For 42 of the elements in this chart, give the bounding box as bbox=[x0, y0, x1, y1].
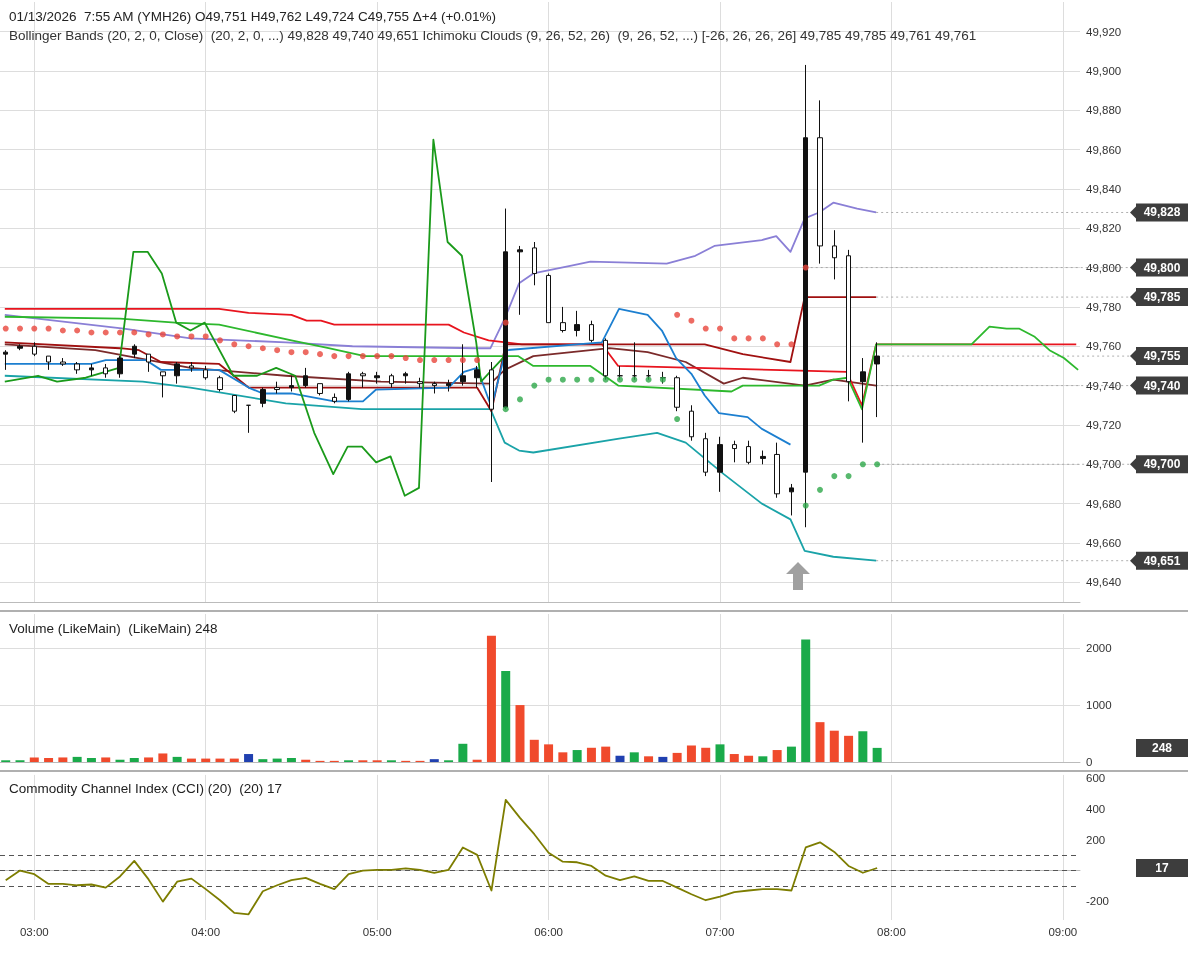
text: 01/13/2026 7:55 AM (YMH26) O49,751 H49,762 L49,724 C49,755 Δ+4 (+0.01%) bbox=[9, 8, 497, 24]
y-tick-label: 49,660 bbox=[1086, 536, 1122, 549]
x-tick-label: 06:00 bbox=[534, 926, 563, 938]
text: Volume (LikeMain) (LikeMain) 248 bbox=[9, 620, 218, 636]
y-tick-label: 600 bbox=[1086, 772, 1106, 784]
y-tick-label: 1000 bbox=[1086, 699, 1112, 712]
x-tick-label: 03:00 bbox=[19, 926, 49, 938]
y-tick-label: 49,920 bbox=[1086, 25, 1122, 38]
x-tick-label: 05:00 bbox=[362, 926, 392, 938]
y-tick-label: 49,640 bbox=[1086, 576, 1122, 589]
annotation: 49,785 bbox=[1143, 290, 1181, 305]
y-tick-label: -200 bbox=[1086, 895, 1110, 908]
annotation: 49,651 bbox=[1143, 553, 1181, 568]
annotation: 49,755 bbox=[1143, 349, 1181, 364]
y-tick-label: 49,880 bbox=[1086, 104, 1122, 117]
x-tick-label: 04:00 bbox=[191, 926, 221, 938]
text: Bollinger Bands (20, 2, 0, Close) (20, 2, 0, ...) 49,828 49,740 49,651 Ichimoku Clouds (9, 26, 52, 26) (9, 26, 52, ...) [-26, 26, 26, 26] 49,785 49,785 49,761 49,761 bbox=[9, 27, 977, 43]
x-tick-label: 07:00 bbox=[705, 926, 735, 938]
y-tick-label: 49,740 bbox=[1086, 379, 1122, 392]
annotation: 49,828 bbox=[1143, 205, 1181, 220]
y-tick-label: 49,760 bbox=[1086, 340, 1122, 353]
y-tick-label: 49,780 bbox=[1086, 300, 1122, 313]
y-tick-label: 49,840 bbox=[1086, 182, 1122, 195]
y-tick-label: 49,720 bbox=[1086, 418, 1122, 431]
text: 248 bbox=[1151, 740, 1173, 755]
x-tick-label: 09:00 bbox=[1048, 926, 1078, 938]
chart-title: Commodity Channel Index (CCI) (20) (20) 17 bbox=[9, 780, 283, 796]
y-tick-label: 0 bbox=[1086, 756, 1093, 768]
y-tick-label: 200 bbox=[1086, 833, 1106, 846]
y-tick-label: 400 bbox=[1086, 802, 1106, 815]
x-tick-label: 08:00 bbox=[877, 926, 906, 938]
y-tick-label: 49,700 bbox=[1086, 458, 1122, 471]
annotation: 49,740 bbox=[1143, 378, 1181, 393]
y-tick-label: 49,900 bbox=[1086, 64, 1122, 77]
y-tick-label: 2000 bbox=[1086, 642, 1112, 655]
y-tick-label: 49,860 bbox=[1086, 143, 1122, 156]
annotation: 49,800 bbox=[1143, 260, 1181, 275]
y-tick-label: 49,820 bbox=[1086, 222, 1122, 235]
y-tick-label: 49,680 bbox=[1086, 497, 1122, 510]
text: 17 bbox=[1155, 860, 1169, 875]
annotation: 49,700 bbox=[1143, 457, 1181, 472]
y-tick-label: 49,800 bbox=[1086, 261, 1122, 274]
